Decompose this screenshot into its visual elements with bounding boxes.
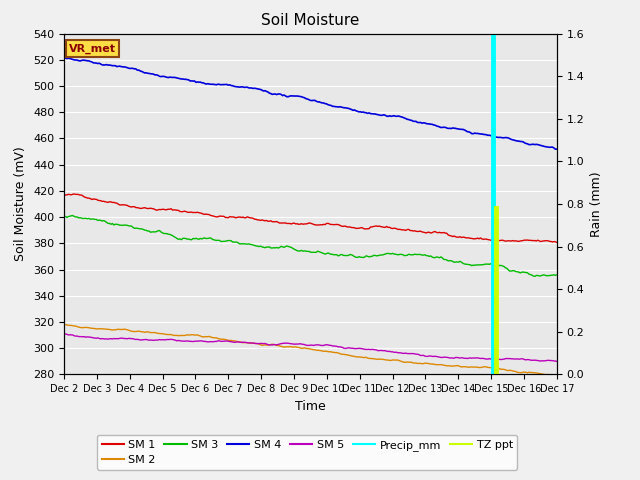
Title: Soil Moisture: Soil Moisture <box>261 13 360 28</box>
Y-axis label: Soil Moisture (mV): Soil Moisture (mV) <box>15 146 28 262</box>
X-axis label: Time: Time <box>295 400 326 413</box>
Text: VR_met: VR_met <box>69 44 116 54</box>
Y-axis label: Rain (mm): Rain (mm) <box>590 171 603 237</box>
Legend: SM 1, SM 2, SM 3, SM 4, SM 5, Precip_mm, TZ ppt: SM 1, SM 2, SM 3, SM 4, SM 5, Precip_mm,… <box>97 435 517 469</box>
